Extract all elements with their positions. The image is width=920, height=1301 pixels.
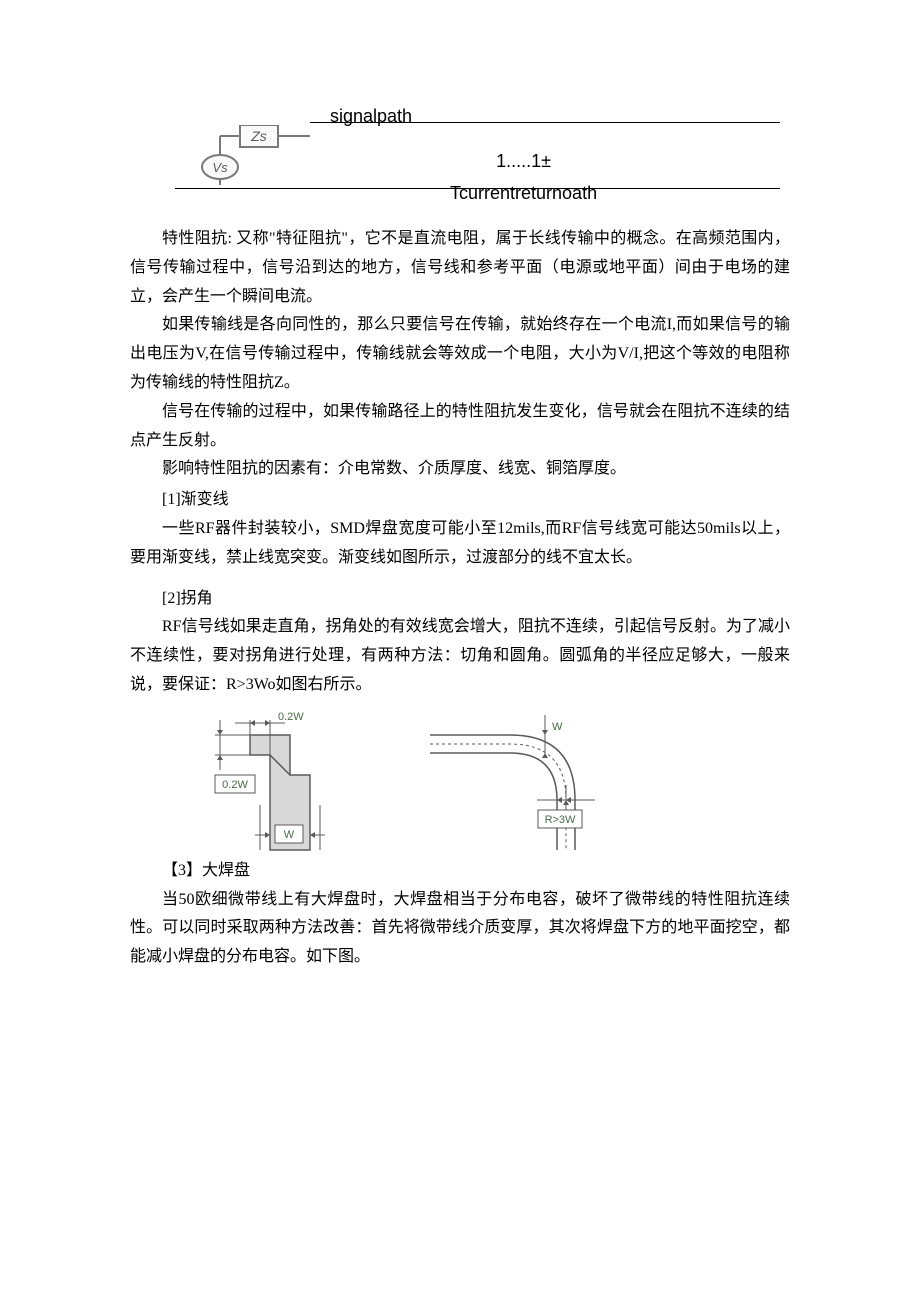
signal-path-label: signalpath <box>330 100 412 132</box>
dim-02w-top: 0.2W <box>278 711 304 723</box>
paragraph-impedance-def: 特性阻抗: 又称"特征阻抗"，它不是直流电阻，属于长线传输中的概念。在高频范围内… <box>130 225 790 311</box>
center-text: 1.....1± Tcurrentreturnoath <box>450 145 597 210</box>
dim-02w-left: 0.2W <box>222 779 248 791</box>
corner-diagrams: 0.2W 0.2W W W R>3W <box>180 705 790 855</box>
transmission-line-diagram: signalpath Zs Vs 1.....1± Tcurrentreturn… <box>130 100 790 200</box>
zs-text: Zs <box>250 128 267 144</box>
dim-w-arc: W <box>552 721 563 733</box>
paragraph-factors: 影响特性阻抗的因素有：介电常数、介质厚度、线宽、铜箔厚度。 <box>130 455 790 484</box>
source-circuit: Zs Vs <box>180 125 310 185</box>
section-2-para: RF信号线如果走直角，拐角处的有效线宽会增大，阻抗不连续，引起信号反射。为了减小… <box>130 613 790 699</box>
center-line1: 1.....1± <box>450 145 597 177</box>
section-1-label: [1]渐变线 <box>162 486 790 515</box>
section-3-para: 当50欧细微带线上有大焊盘时，大焊盘相当于分布电容，破坏了微带线的特性阻抗连续性… <box>130 886 790 972</box>
vs-text: Vs <box>212 160 228 175</box>
dim-w-chamfer: W <box>284 829 295 841</box>
section-2-label: [2]拐角 <box>162 585 790 614</box>
center-line2: Tcurrentreturnoath <box>450 177 597 209</box>
paragraph-reflection: 信号在传输的过程中，如果传输路径上的特性阻抗发生变化，信号就会在阻抗不连续的结点… <box>130 398 790 456</box>
return-path-line <box>175 188 780 189</box>
section-1-para: 一些RF器件封装较小，SMD焊盘宽度可能小至12mils,而RF信号线宽可能达5… <box>130 515 790 573</box>
signal-path-line <box>310 122 780 123</box>
paragraph-isotropic: 如果传输线是各向同性的，那么只要信号在传输，就始终存在一个电流I,而如果信号的输… <box>130 311 790 397</box>
dim-r-arc: R>3W <box>545 814 576 826</box>
arc-diagram: W R>3W <box>410 705 610 855</box>
chamfer-diagram: 0.2W 0.2W W <box>180 705 340 855</box>
section-3-label: 【3】大焊盘 <box>162 857 790 886</box>
